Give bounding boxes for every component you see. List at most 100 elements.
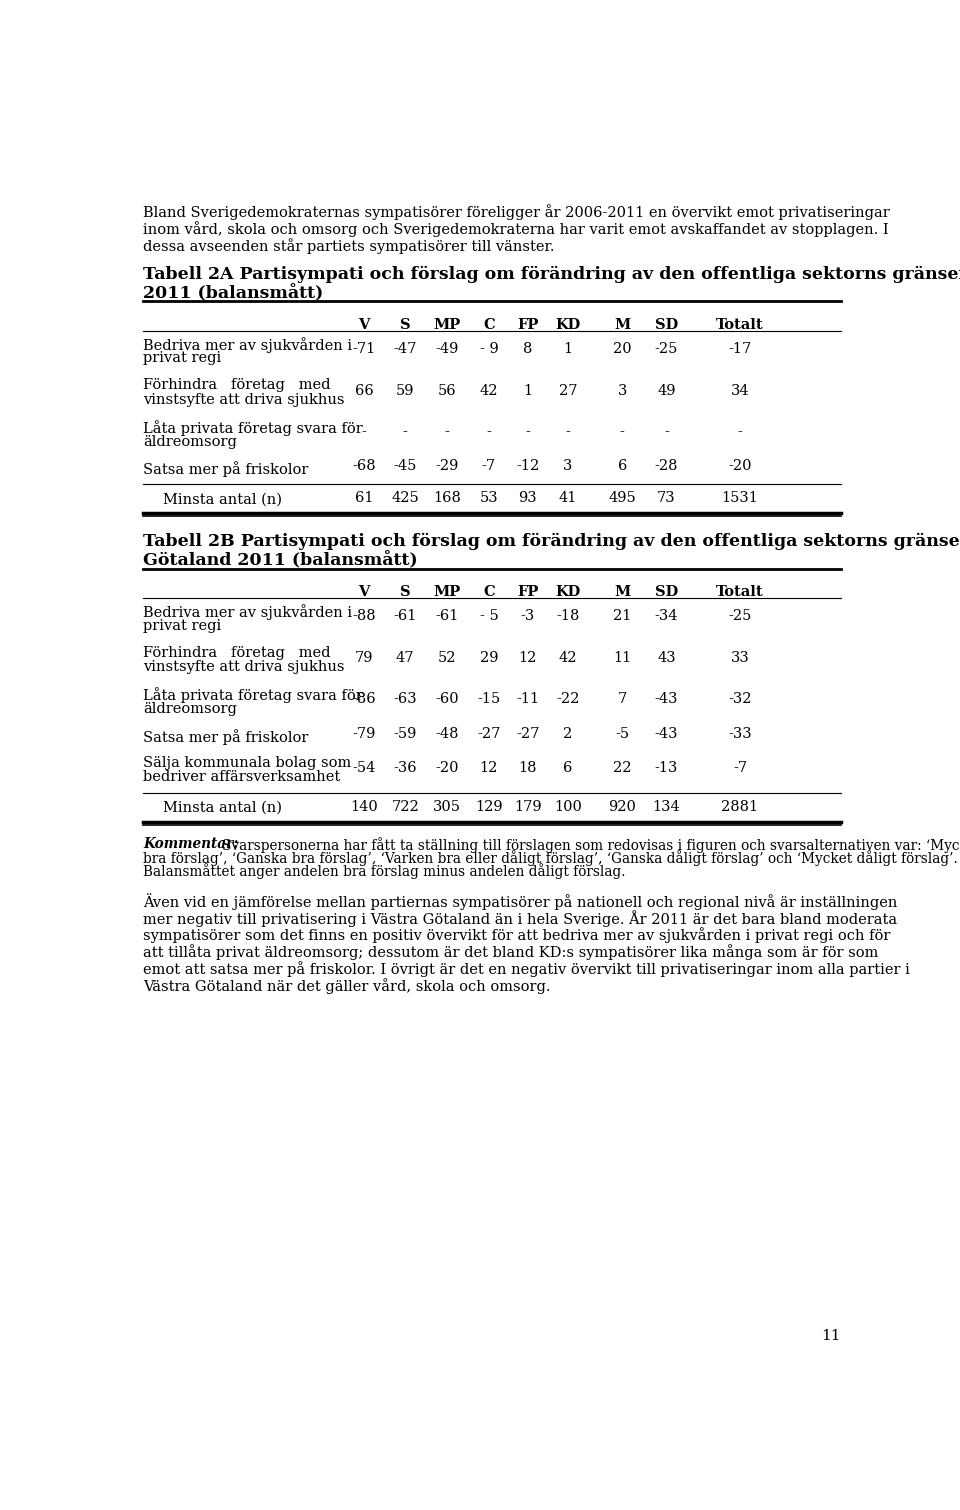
Text: -15: -15: [477, 693, 500, 707]
Text: 18: 18: [518, 761, 537, 775]
Text: MP: MP: [433, 586, 461, 599]
Text: -18: -18: [556, 609, 580, 624]
Text: 3: 3: [564, 459, 572, 474]
Text: -33: -33: [729, 726, 752, 741]
Text: Bedriva mer av sjukvården i: Bedriva mer av sjukvården i: [143, 604, 352, 619]
Text: 2011 (balansmått): 2011 (balansmått): [143, 284, 324, 302]
Text: Kommentar:: Kommentar:: [143, 837, 238, 852]
Text: -: -: [565, 426, 570, 439]
Text: -61: -61: [394, 609, 417, 624]
Text: MP: MP: [433, 319, 461, 332]
Text: Bedriva mer av sjukvården i: Bedriva mer av sjukvården i: [143, 337, 352, 353]
Text: V: V: [358, 319, 370, 332]
Text: Sälja kommunala bolag som: Sälja kommunala bolag som: [143, 755, 351, 770]
Text: -22: -22: [556, 693, 580, 707]
Text: 3: 3: [617, 384, 627, 397]
Text: FP: FP: [517, 319, 539, 332]
Text: 41: 41: [559, 491, 577, 506]
Text: 79: 79: [355, 651, 373, 664]
Text: bedriver affärsverksamhet: bedriver affärsverksamhet: [143, 770, 341, 784]
Text: dessa avseenden står partiets sympatisörer till vänster.: dessa avseenden står partiets sympatisör…: [143, 239, 555, 254]
Text: 49: 49: [658, 384, 676, 397]
Text: 140: 140: [350, 800, 378, 814]
Text: Bland Sverigedemokraternas sympatisörer föreligger år 2006-2011 en övervikt emot: Bland Sverigedemokraternas sympatisörer …: [143, 204, 890, 220]
Text: 1: 1: [564, 343, 572, 356]
Text: -32: -32: [729, 693, 752, 707]
Text: -28: -28: [655, 459, 678, 474]
Text: Tabell 2B Partisympati och förslag om förändring av den offentliga sektorns grän: Tabell 2B Partisympati och förslag om fö…: [143, 533, 960, 550]
Text: Totalt: Totalt: [716, 319, 764, 332]
Text: Låta privata företag svara för: Låta privata företag svara för: [143, 420, 363, 436]
Text: 27: 27: [559, 384, 577, 397]
Text: Satsa mer på friskolor: Satsa mer på friskolor: [143, 729, 308, 744]
Text: 7: 7: [617, 693, 627, 707]
Text: Satsa mer på friskolor: Satsa mer på friskolor: [143, 462, 308, 477]
Text: -25: -25: [655, 343, 678, 356]
Text: -63: -63: [394, 693, 417, 707]
Text: 12: 12: [480, 761, 498, 775]
Text: -27: -27: [477, 726, 500, 741]
Text: -7: -7: [732, 761, 747, 775]
Text: sympatisörer som det finns en positiv övervikt för att bedriva mer av sjukvården: sympatisörer som det finns en positiv öv…: [143, 927, 891, 944]
Text: inom vård, skola och omsorg och Sverigedemokraterna har varit emot avskaffandet : inom vård, skola och omsorg och Sveriged…: [143, 222, 889, 237]
Text: 59: 59: [396, 384, 415, 397]
Text: -: -: [444, 426, 449, 439]
Text: V: V: [358, 586, 370, 599]
Text: bra förslag’, ‘Ganska bra förslag’, ‘Varken bra eller dåligt förslag’, ‘Ganska d: bra förslag’, ‘Ganska bra förslag’, ‘Var…: [143, 850, 958, 867]
Text: -48: -48: [435, 726, 459, 741]
Text: -: -: [362, 426, 367, 439]
Text: - 5: - 5: [480, 609, 498, 624]
Text: Totalt: Totalt: [716, 586, 764, 599]
Text: -27: -27: [516, 726, 540, 741]
Text: -45: -45: [394, 459, 417, 474]
Text: 495: 495: [609, 491, 636, 506]
Text: C: C: [483, 319, 494, 332]
Text: -13: -13: [655, 761, 678, 775]
Text: -79: -79: [352, 726, 375, 741]
Text: 2881: 2881: [721, 800, 758, 814]
Text: 2: 2: [564, 726, 572, 741]
Text: -11: -11: [516, 693, 540, 707]
Text: 8: 8: [523, 343, 533, 356]
Text: 56: 56: [438, 384, 456, 397]
Text: 47: 47: [396, 651, 415, 664]
Text: -71: -71: [352, 343, 375, 356]
Text: -20: -20: [729, 459, 752, 474]
Text: att tillåta privat äldreomsorg; dessutom är det bland KD:s sympatisörer lika mån: att tillåta privat äldreomsorg; dessutom…: [143, 944, 878, 960]
Text: -34: -34: [655, 609, 678, 624]
Text: 305: 305: [433, 800, 461, 814]
Text: M: M: [614, 319, 631, 332]
Text: 134: 134: [653, 800, 681, 814]
Text: -86: -86: [352, 693, 376, 707]
Text: - 9: - 9: [480, 343, 498, 356]
Text: -47: -47: [394, 343, 417, 356]
Text: Minsta antal (n): Minsta antal (n): [162, 492, 281, 506]
Text: -: -: [737, 426, 742, 439]
Text: S: S: [400, 586, 411, 599]
Text: KD: KD: [555, 319, 581, 332]
Text: M: M: [614, 586, 631, 599]
Text: 129: 129: [475, 800, 503, 814]
Text: 21: 21: [613, 609, 632, 624]
Text: 52: 52: [438, 651, 456, 664]
Text: -68: -68: [352, 459, 376, 474]
Text: 61: 61: [355, 491, 373, 506]
Text: -12: -12: [516, 459, 540, 474]
Text: KD: KD: [555, 586, 581, 599]
Text: Tabell 2A Partisympati och förslag om förändring av den offentliga sektorns grän: Tabell 2A Partisympati och förslag om fö…: [143, 266, 960, 282]
Text: -61: -61: [436, 609, 459, 624]
Text: 6: 6: [564, 761, 572, 775]
Text: FP: FP: [517, 586, 539, 599]
Text: -36: -36: [394, 761, 417, 775]
Text: SD: SD: [655, 586, 678, 599]
Text: privat regi: privat regi: [143, 352, 222, 365]
Text: 722: 722: [392, 800, 420, 814]
Text: 42: 42: [480, 384, 498, 397]
Text: 34: 34: [731, 384, 750, 397]
Text: -: -: [403, 426, 408, 439]
Text: -49: -49: [436, 343, 459, 356]
Text: SD: SD: [655, 319, 678, 332]
Text: Förhindra   företag   med: Förhindra företag med: [143, 645, 331, 660]
Text: -43: -43: [655, 693, 678, 707]
Text: -5: -5: [615, 726, 629, 741]
